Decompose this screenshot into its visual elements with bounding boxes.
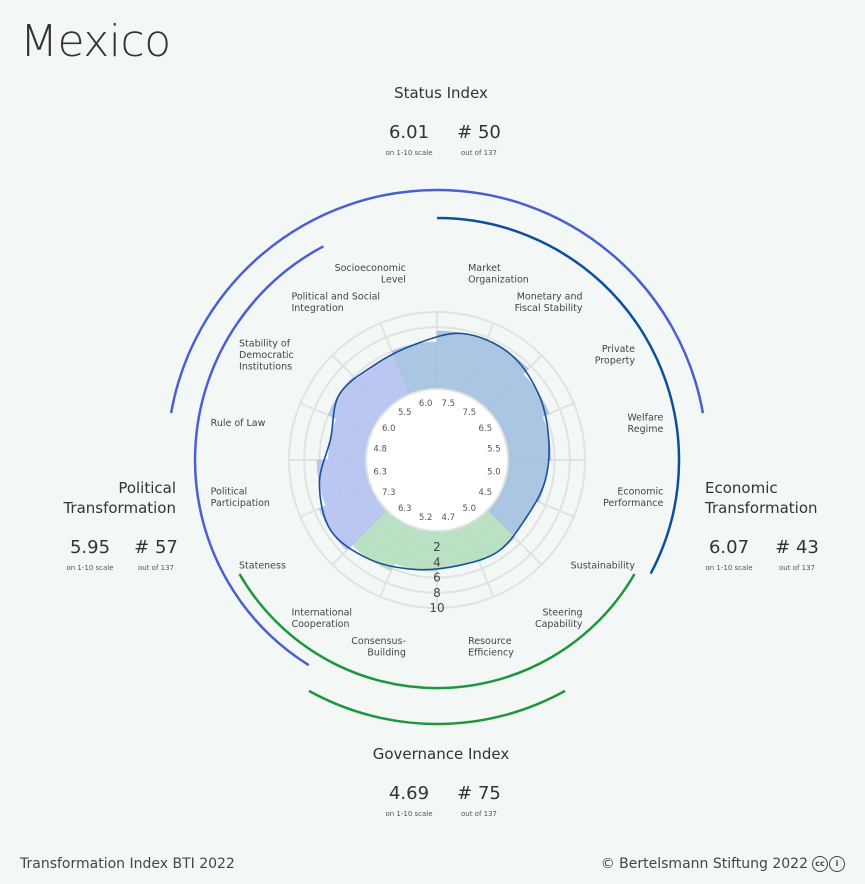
economic-title: Economic	[705, 479, 778, 497]
criterion-label: Socioeconomic Level	[335, 263, 406, 286]
value-sectors	[316, 330, 552, 572]
criterion-label: Political and Social Integration	[291, 292, 380, 315]
status-index-arc	[169, 188, 705, 414]
value-outline	[318, 332, 550, 571]
criterion-label: Rule of Law	[211, 418, 266, 429]
criterion-label: International Cooperation	[291, 607, 352, 630]
criterion-label: Private Property	[595, 344, 636, 367]
governance-rank: # 75	[457, 783, 501, 804]
economic-arc	[436, 216, 681, 575]
status-rank-caption: out of 137	[461, 149, 497, 157]
criterion-value: 5.5	[487, 445, 501, 455]
criterion-labels: Market Organization Monetary and Fiscal Sta…	[211, 263, 664, 658]
political-arc	[193, 245, 324, 667]
economic-rank-caption: out of 137	[779, 564, 815, 572]
criterion-label: Sustainability	[571, 561, 636, 572]
criterion-label: Market Organization	[468, 263, 529, 286]
governance-title: Governance Index	[373, 745, 510, 763]
governance-inner-arc	[238, 573, 636, 690]
economic-score: 6.07	[709, 537, 749, 558]
criterion-value: 6.3	[398, 504, 412, 514]
scale-tick-label: 6	[433, 571, 441, 585]
political-rank-caption: out of 137	[138, 564, 174, 572]
status-rank: # 50	[457, 122, 501, 143]
copyright-text: © Bertelsmann Stiftung 2022	[600, 856, 808, 872]
criterion-label: Resource Efficiency	[468, 636, 514, 659]
criterion-value: 6.0	[382, 424, 396, 434]
center-disc	[365, 388, 509, 532]
governance-index-panel: Governance Index 4.69 on 1-10 scale # 75 out…	[373, 745, 510, 818]
criterion-value: 7.3	[382, 488, 396, 498]
index-arcs	[169, 188, 705, 726]
governance-score: 4.69	[389, 783, 429, 804]
economic-title: Transformation	[704, 499, 818, 517]
criterion-label: Steering Capability	[535, 607, 583, 630]
scale-tick-label: 4	[433, 555, 441, 569]
criterion-value: 4.7	[442, 513, 456, 523]
criterion-value: 5.0	[462, 504, 476, 514]
criterion-label: Political Participation	[211, 487, 270, 510]
status-score: 6.01	[389, 122, 429, 143]
criterion-label: Monetary and Fiscal Stability	[515, 292, 583, 315]
status-index-panel: Status Index 6.01 on 1-10 scale # 50 out of …	[385, 84, 500, 157]
criterion-label: Stability of Democratic Institutions	[239, 338, 294, 372]
footer-source: Transformation Index BTI 2022	[20, 856, 235, 872]
governance-rank-caption: out of 137	[461, 810, 497, 818]
political-title: Political	[118, 479, 176, 497]
economic-index-panel: Economic Transformation 6.07 on 1-10 scale #…	[704, 479, 819, 572]
criterion-value: 5.2	[419, 513, 433, 523]
political-index-panel: Political Transformation 5.95 on 1-10 scale…	[62, 479, 177, 572]
economic-rank: # 43	[775, 537, 819, 558]
economic-score-caption: on 1-10 scale	[705, 564, 752, 572]
criterion-label: Consensus-Building	[351, 636, 406, 659]
status-title: Status Index	[394, 84, 488, 102]
governance-score-caption: on 1-10 scale	[385, 810, 432, 818]
political-title: Transformation	[62, 499, 176, 517]
criterion-value: 5.0	[487, 467, 501, 477]
status-score-caption: on 1-10 scale	[385, 149, 432, 157]
criterion-value: 7.5	[462, 408, 476, 418]
index-panels: Status Index 6.01 on 1-10 scale # 50 out of …	[62, 84, 818, 818]
criterion-value: 5.5	[398, 408, 412, 418]
criterion-value: 6.0	[419, 399, 433, 409]
political-rank: # 57	[134, 537, 178, 558]
scale-tick-label: 2	[433, 540, 441, 554]
criterion-label: Welfare Regime	[627, 412, 663, 435]
score-outline	[318, 332, 550, 571]
criterion-label: Stateness	[239, 561, 286, 572]
criterion-label: Economic Performance	[603, 487, 663, 510]
creative-commons-icon: cc i	[812, 856, 845, 872]
criterion-value: 6.5	[478, 424, 492, 434]
inner-circle	[365, 388, 509, 532]
footer-copyright: © Bertelsmann Stiftung 2022 cc i	[601, 856, 845, 872]
country-title: Mexico	[20, 16, 171, 67]
criterion-value: 6.3	[373, 467, 387, 477]
criterion-value: 7.5	[442, 399, 456, 409]
criterion-value: 4.8	[373, 445, 387, 455]
criterion-value: 4.5	[478, 488, 492, 498]
criterion-values: 7.57.56.55.55.04.55.04.75.26.37.36.34.86…	[373, 399, 500, 523]
political-score-caption: on 1-10 scale	[66, 564, 113, 572]
political-score: 5.95	[70, 537, 110, 558]
governance-index-arc	[308, 689, 566, 726]
scale-tick-label: 10	[429, 601, 444, 615]
scale-tick-label: 8	[433, 586, 441, 600]
